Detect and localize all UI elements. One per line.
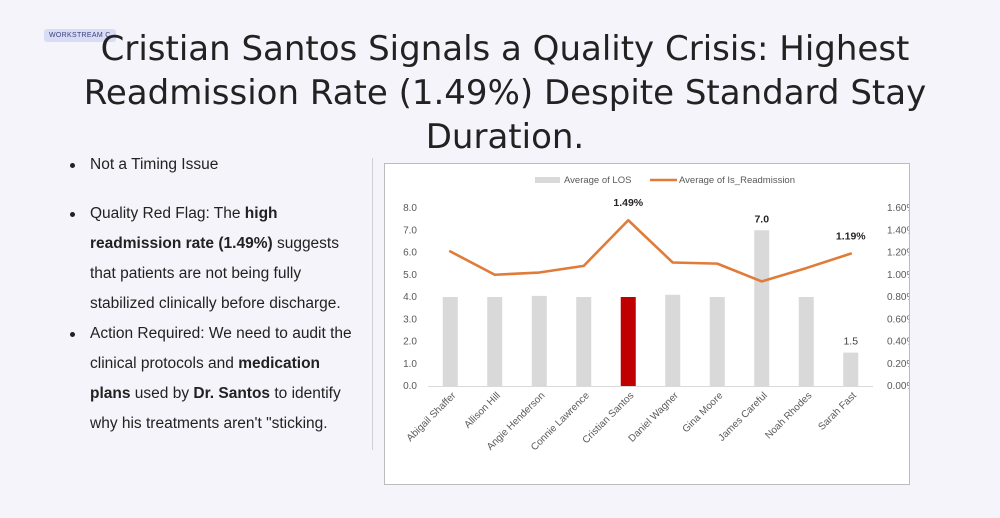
page-title: Cristian Santos Signals a Quality Crisis… bbox=[83, 29, 927, 157]
data-label: 1.5 bbox=[843, 336, 858, 348]
bullet-emphasis: Dr. Santos bbox=[193, 385, 271, 402]
y-left-tick-label: 1.0 bbox=[403, 359, 417, 370]
y-left-tick-label: 4.0 bbox=[403, 292, 417, 303]
x-tick-label: Abigail Shaffer bbox=[405, 390, 459, 444]
bullet-text: Not a Timing Issue bbox=[90, 156, 219, 173]
bar-los bbox=[620, 297, 636, 386]
data-label: 1.19% bbox=[836, 231, 866, 243]
y-left-tick-label: 6.0 bbox=[403, 248, 417, 259]
combo-chart: 0.0 1.0 2.0 3.0 4.0 5.0 6.0 7.0 8.0 0.00% 0.20% 0.4… bbox=[403, 175, 915, 453]
data-label: 7.0 bbox=[754, 213, 769, 225]
bullet-rest: suggests that patients are not being ful… bbox=[90, 235, 341, 312]
y-right-tick-label: 0.20% bbox=[887, 359, 909, 370]
y-right-tick-label: 1.60% bbox=[887, 203, 909, 214]
bar-los bbox=[487, 297, 503, 386]
bar-los bbox=[531, 295, 547, 386]
bullet-item: Not a Timing Issue bbox=[68, 150, 358, 180]
bullet-item: Quality Red Flag: The high readmission r… bbox=[68, 199, 358, 319]
x-tick-label: Sarah Fast bbox=[817, 390, 860, 433]
line-readmission bbox=[448, 218, 853, 283]
y-right-tick-label: 0.80% bbox=[887, 292, 909, 303]
y-right-tick-label: 0.60% bbox=[887, 314, 909, 325]
bullet-rest: to identify why his treatments aren't "s… bbox=[90, 385, 341, 432]
y-left-tick-label: 8.0 bbox=[403, 203, 417, 214]
legend-swatch-los bbox=[535, 177, 560, 183]
y-left-tick-label: 2.0 bbox=[403, 337, 417, 348]
x-tick-label: Gina Moore bbox=[681, 390, 726, 435]
y-right-tick-label: 0.40% bbox=[887, 337, 909, 348]
bullet-lead: Quality Red Flag: The bbox=[90, 205, 245, 222]
y-left-tick-label: 7.0 bbox=[403, 225, 417, 236]
bullet-list: Not a Timing Issue Quality Red Flag: The… bbox=[68, 150, 358, 439]
data-label: 1.49% bbox=[613, 197, 643, 209]
bar-los bbox=[709, 297, 725, 386]
bar-los bbox=[665, 294, 681, 386]
bar-los bbox=[442, 297, 458, 386]
legend-label-los: Average of LOS bbox=[564, 175, 631, 186]
y-right-tick-label: 1.20% bbox=[887, 248, 909, 259]
bar-los bbox=[843, 352, 859, 386]
bar-los bbox=[576, 297, 592, 386]
divider bbox=[372, 158, 373, 450]
y-right-tick-label: 1.40% bbox=[887, 225, 909, 236]
y-left-tick-label: 0.0 bbox=[403, 381, 417, 392]
bar-los bbox=[754, 230, 770, 386]
workstream-tag: WORKSTREAM C bbox=[44, 29, 116, 42]
chart-panel: 0.0 1.0 2.0 3.0 4.0 5.0 6.0 7.0 8.0 0.00% 0.20% 0.4… bbox=[384, 163, 915, 485]
bullet-item: Action Required: We need to audit the cl… bbox=[68, 319, 358, 439]
bullet-mid: used by bbox=[130, 385, 194, 402]
bullet-emphasis: high readmission rate (1.49%) bbox=[90, 205, 278, 252]
x-tick-label: Allison Hill bbox=[462, 390, 502, 430]
y-right-tick-label: 0.00% bbox=[887, 381, 909, 392]
y-left-tick-label: 5.0 bbox=[403, 270, 417, 281]
y-right-tick-label: 1.00% bbox=[887, 270, 909, 281]
bar-los bbox=[798, 297, 814, 386]
x-tick-label: Noah Rhodes bbox=[763, 390, 814, 441]
bullet-emphasis: medication plans bbox=[90, 355, 321, 402]
bullet-lead: Action Required: We need to audit the cl… bbox=[90, 325, 352, 372]
legend-label-readmission: Average of Is_Readmission bbox=[679, 175, 795, 186]
y-left-tick-label: 3.0 bbox=[403, 314, 417, 325]
